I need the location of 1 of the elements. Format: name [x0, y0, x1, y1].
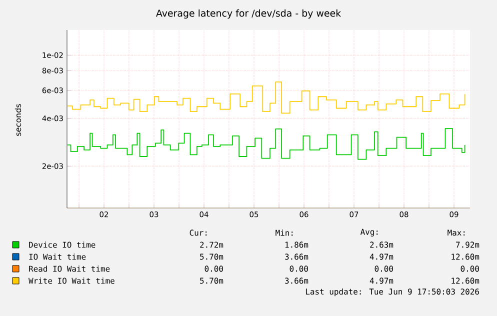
chart-title: Average latency for /dev/sda - by week	[156, 9, 342, 19]
